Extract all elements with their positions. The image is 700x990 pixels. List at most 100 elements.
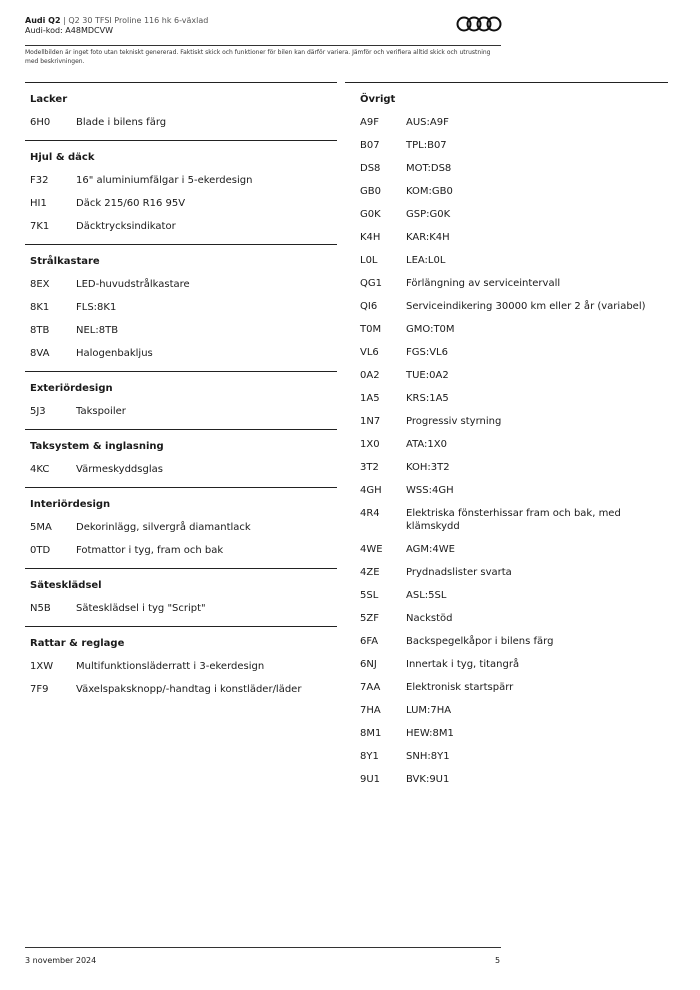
option-description: Halogenbakljus <box>76 348 153 359</box>
equipment-row: 4KC Värmeskyddsglas <box>25 458 337 481</box>
option-description: GMO:T0M <box>406 324 455 335</box>
equipment-row: 7K1 Däcktrycksindikator <box>25 215 337 238</box>
option-description: NEL:8TB <box>76 325 119 336</box>
option-code: 4ZE <box>360 567 380 578</box>
model-name: Audi Q2 <box>25 16 61 25</box>
equipment-row: F32 16" aluminiumfälgar i 5-ekerdesign <box>25 169 337 192</box>
option-code: G0K <box>360 209 381 220</box>
right-column: Övrigt A9F AUS:A9F B07 TPL:B07 DS8 MOT:DS8 GB0 K… <box>345 82 668 797</box>
option-code: K4H <box>360 232 381 243</box>
equipment-row: 7HA LUM:7HA <box>345 699 668 722</box>
equipment-section: Övrigt A9F AUS:A9F B07 TPL:B07 DS8 MOT:DS8 GB0 K… <box>345 82 668 797</box>
equipment-row: QG1 Förlängning av serviceintervall <box>345 272 668 295</box>
equipment-row: K4H KAR:K4H <box>345 226 668 249</box>
option-description: SNH:8Y1 <box>406 751 450 762</box>
equipment-row: 8EX LED-huvudstrålkastare <box>25 273 337 296</box>
option-description: Dekorinlägg, silvergrå diamantlack <box>76 522 251 533</box>
section-title: Interiördesign <box>30 499 111 510</box>
option-code: 4WE <box>360 544 383 555</box>
option-code: 8EX <box>30 279 50 290</box>
option-code: 1N7 <box>360 416 381 427</box>
option-description: Däck 215/60 R16 95V <box>76 198 186 209</box>
option-code: 8K1 <box>30 302 50 313</box>
option-description: LED-huvudstrålkastare <box>76 279 190 290</box>
option-code: 4GH <box>360 485 382 496</box>
equipment-row: 7F9 Växelspaksknopp/-handtag i konstläder… <box>25 678 337 701</box>
option-code: 8Y1 <box>360 751 379 762</box>
option-code: F32 <box>30 175 49 186</box>
option-description: Nackstöd <box>406 613 453 624</box>
option-code: 5MA <box>30 522 52 533</box>
equipment-row: GB0 KOM:GB0 <box>345 180 668 203</box>
footer-divider <box>25 947 501 948</box>
option-description: TUE:0A2 <box>406 370 449 381</box>
option-description: AUS:A9F <box>406 117 449 128</box>
option-code: T0M <box>360 324 382 335</box>
option-code: 7F9 <box>30 684 49 695</box>
option-code: 7AA <box>360 682 381 693</box>
audi-code: Audi-kod: A48MDCVW <box>25 26 113 35</box>
equipment-row: 4WE AGM:4WE <box>345 538 668 561</box>
option-description: GSP:G0K <box>406 209 451 220</box>
equipment-row: G0K GSP:G0K <box>345 203 668 226</box>
option-description: LEA:L0L <box>406 255 446 266</box>
option-code: B07 <box>360 140 380 151</box>
equipment-row: HI1 Däck 215/60 R16 95V <box>25 192 337 215</box>
option-code: A9F <box>360 117 379 128</box>
option-code: 9U1 <box>360 774 381 785</box>
equipment-row: 6NJ Innertak i tyg, titangrå <box>345 653 668 676</box>
option-description: Fotmattor i tyg, fram och bak <box>76 545 224 556</box>
option-code: DS8 <box>360 163 381 174</box>
option-description: KAR:K4H <box>406 232 450 243</box>
equipment-section: Taksystem & inglasning 4KC Värmeskyddsglas <box>25 429 337 487</box>
equipment-row: 8TB NEL:8TB <box>25 319 337 342</box>
equipment-row: 1A5 KRS:1A5 <box>345 387 668 410</box>
option-code: 0TD <box>30 545 51 556</box>
option-description: Däcktrycksindikator <box>76 221 176 232</box>
equipment-row: 0A2 TUE:0A2 <box>345 364 668 387</box>
option-code: 8M1 <box>360 728 382 739</box>
option-description: Förlängning av serviceintervall <box>406 278 561 289</box>
equipment-row: 0TD Fotmattor i tyg, fram och bak <box>25 539 337 562</box>
equipment-row: 4ZE Prydnadslister svarta <box>345 561 668 584</box>
section-title: Sätesklädsel <box>30 580 102 591</box>
equipment-row: 6FA Backspegelkåpor i bilens färg <box>345 630 668 653</box>
option-description: KRS:1A5 <box>406 393 449 404</box>
option-code: 6FA <box>360 636 379 647</box>
equipment-row: N5B Sätesklädsel i tyg "Script" <box>25 597 337 620</box>
audi-rings-logo <box>456 16 502 32</box>
section-title: Exteriördesign <box>30 383 113 394</box>
option-description: LUM:7HA <box>406 705 452 716</box>
option-code: 5J3 <box>30 406 46 417</box>
section-title: Taksystem & inglasning <box>30 441 164 452</box>
option-code: 1X0 <box>360 439 380 450</box>
option-code: 3T2 <box>360 462 379 473</box>
option-code: 0A2 <box>360 370 380 381</box>
option-description: Progressiv styrning <box>406 416 502 427</box>
section-title: Hjul & däck <box>30 152 95 163</box>
equipment-section: Rattar & reglage 1XW Multifunktionsläderra… <box>25 626 337 707</box>
equipment-row: 1X0 ATA:1X0 <box>345 433 668 456</box>
option-description: Multifunktionsläderratt i 3-ekerdesign <box>76 661 265 672</box>
equipment-row: 5J3 Takspoiler <box>25 400 337 423</box>
option-description: Blade i bilens färg <box>76 117 167 128</box>
option-description: Backspegelkåpor i bilens färg <box>406 636 554 647</box>
option-description: HEW:8M1 <box>406 728 454 739</box>
option-description: 16" aluminiumfälgar i 5-ekerdesign <box>76 175 253 186</box>
equipment-row: A9F AUS:A9F <box>345 111 668 134</box>
option-code: 8TB <box>30 325 50 336</box>
option-code: 1A5 <box>360 393 380 404</box>
option-description: Innertak i tyg, titangrå <box>406 659 520 670</box>
equipment-row: 1XW Multifunktionsläderratt i 3-ekerdesig… <box>25 655 337 678</box>
equipment-row: VL6 FGS:VL6 <box>345 341 668 364</box>
equipment-row: 9U1 BVK:9U1 <box>345 768 668 791</box>
equipment-row: 3T2 KOH:3T2 <box>345 456 668 479</box>
variant: Q2 30 TFSI Proline 116 hk 6-växlad <box>68 16 209 25</box>
equipment-row: 6H0 Blade i bilens färg <box>25 111 337 134</box>
option-description: ATA:1X0 <box>406 439 448 450</box>
option-code: 4R4 <box>360 508 380 519</box>
equipment-row: 8M1 HEW:8M1 <box>345 722 668 745</box>
equipment-row: 8VA Halogenbakljus <box>25 342 337 365</box>
option-description: KOM:GB0 <box>406 186 453 197</box>
header-divider <box>25 45 501 46</box>
